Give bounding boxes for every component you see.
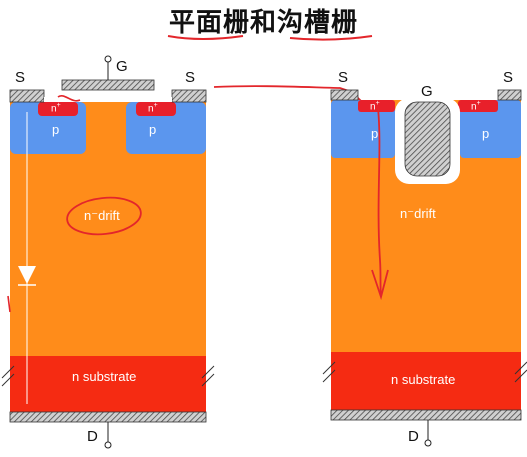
trench-nplus-left-label: n+ <box>370 100 380 113</box>
trench-current-arrowhead <box>371 269 389 301</box>
trench-drift-label: n⁻drift <box>400 206 436 221</box>
trench-source-right-metal <box>497 89 522 101</box>
planar-nplus-left-label: n+ <box>51 102 61 115</box>
trench-nplus-right <box>458 100 498 112</box>
trench-p-right <box>460 100 521 158</box>
planar-nplus-right <box>136 102 176 116</box>
trench-nplus-left <box>358 100 395 112</box>
trench-drain-metal <box>330 409 522 421</box>
planar-channel-annotation <box>57 95 81 102</box>
margin-annotation-mark <box>7 295 11 313</box>
trench-source-left-label: S <box>338 69 349 86</box>
planar-p-right-label: p <box>149 122 157 137</box>
planar-source-right-metal <box>171 89 207 103</box>
planar-substrate-label: n substrate <box>72 369 137 384</box>
trench-source-left-metal <box>330 89 359 101</box>
planar-gate-oxide <box>44 97 172 102</box>
planar-nplus-right-label: n+ <box>148 102 158 115</box>
planar-gate-label: G <box>116 58 128 75</box>
trench-break-right-1 <box>514 361 527 375</box>
planar-break-left-1 <box>1 365 15 379</box>
trench-device <box>322 89 527 447</box>
annotation-connector-line <box>213 85 365 105</box>
planar-device <box>1 55 215 449</box>
trench-break-left-2 <box>322 369 336 383</box>
planar-break-right-1 <box>201 365 215 379</box>
planar-body-diode-symbol <box>18 266 36 284</box>
trench-break-right-2 <box>514 369 527 383</box>
planar-break-right-2 <box>201 373 215 387</box>
planar-gate-terminal <box>104 55 112 63</box>
planar-drain-label: D <box>87 428 98 445</box>
trench-source-right-label: S <box>503 69 514 86</box>
trench-current-path-arrow <box>377 107 382 297</box>
trench-break-left-1 <box>322 361 336 375</box>
planar-p-left-label: p <box>52 122 60 137</box>
planar-drift-label: n⁻drift <box>84 208 120 223</box>
planar-gate-metal <box>61 79 155 91</box>
title-underline-left <box>167 35 244 40</box>
trench-drain-label: D <box>408 428 419 445</box>
planar-source-left-label: S <box>15 69 26 86</box>
trench-drain-terminal <box>424 439 432 447</box>
planar-drain-terminal <box>104 441 112 449</box>
planar-source-left-metal <box>9 89 45 103</box>
trench-p-left-label: p <box>371 126 379 141</box>
page-title: 平面栅和沟槽栅 <box>168 8 358 38</box>
planar-break-left-2 <box>1 373 15 387</box>
planar-nplus-left <box>38 102 78 116</box>
planar-drain-metal <box>9 411 207 423</box>
planar-source-right-label: S <box>185 69 196 86</box>
trench-p-right-label: p <box>482 126 490 141</box>
title-underline-right <box>289 35 373 41</box>
trench-gate-label: G <box>421 83 433 100</box>
planar-substrate <box>10 356 206 412</box>
trench-nplus-right-label: n+ <box>471 100 481 113</box>
trench-substrate-label: n substrate <box>391 372 456 387</box>
trench-substrate <box>331 352 521 410</box>
trench-gate-metal <box>404 101 451 177</box>
planar-drift-annotation-circle <box>66 196 142 236</box>
